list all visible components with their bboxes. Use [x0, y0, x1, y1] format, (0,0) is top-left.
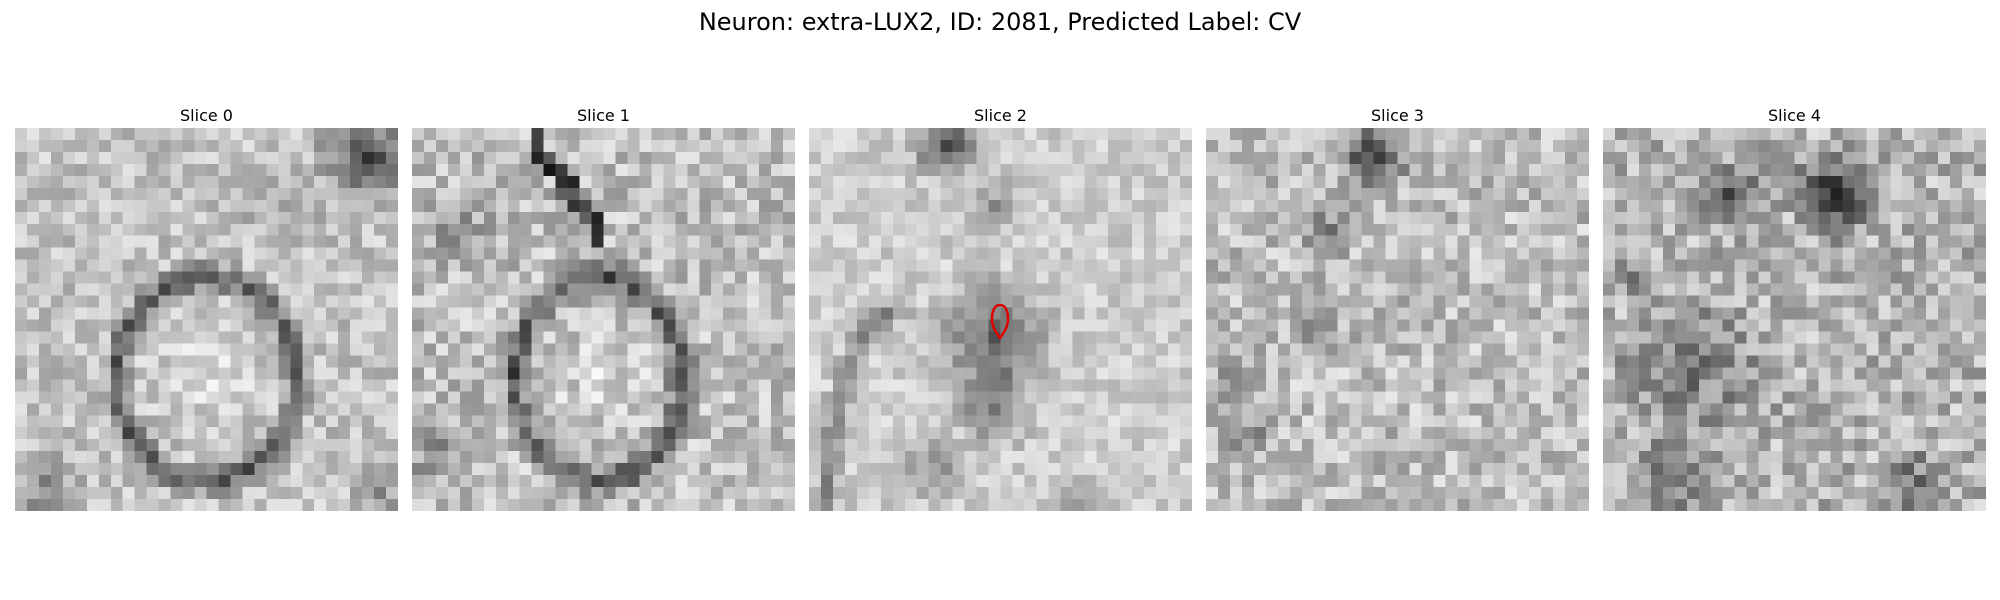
slice-image	[412, 128, 795, 511]
slice-title: Slice 1	[577, 106, 630, 125]
slice-title: Slice 2	[974, 106, 1027, 125]
slice-panel-4: Slice 4	[1603, 106, 1986, 511]
figure-title: Neuron: extra-LUX2, ID: 2081, Predicted …	[698, 8, 1302, 36]
slice-panel-2: Slice 2	[809, 106, 1192, 511]
slice-image	[1603, 128, 1986, 511]
slice-panel-1: Slice 1	[412, 106, 795, 511]
slice-title: Slice 3	[1371, 106, 1424, 125]
slice-title: Slice 0	[180, 106, 233, 125]
slice-image	[15, 128, 398, 511]
slice-image	[1206, 128, 1589, 511]
slice-title: Slice 4	[1768, 106, 1821, 125]
slice-image	[809, 128, 1192, 511]
slice-panel-0: Slice 0	[15, 106, 398, 511]
slice-panel-3: Slice 3	[1206, 106, 1589, 511]
